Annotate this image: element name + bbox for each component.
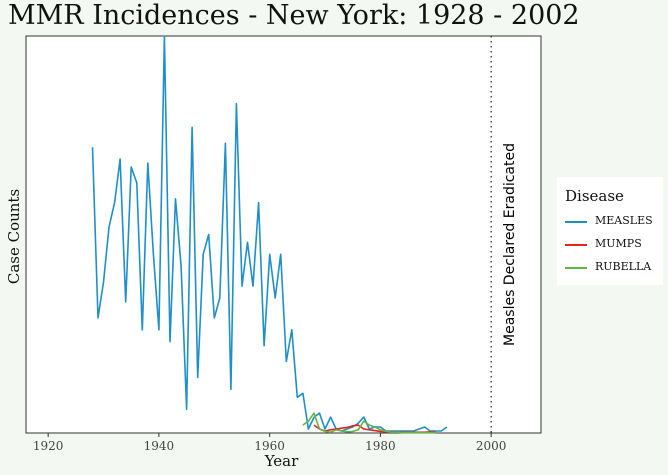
legend-key-rubella [565,267,587,269]
legend-key-measles [565,221,587,223]
eradication-annotation: Measles Declared Eradicated [502,143,518,346]
x-tick-label: 1920 [33,439,64,453]
legend-label-measles: MEASLES [595,214,653,227]
chart-title: MMR Incidences - New York: 1928 - 2002 [8,0,580,31]
legend-item-rubella: RUBELLA [565,260,665,276]
legend-title: Disease [565,187,624,205]
legend-label-rubella: RUBELLA [595,260,652,273]
x-tick-label: 2000 [476,439,507,453]
x-tick-label: 1980 [365,439,396,453]
x-axis-title: Year [264,452,299,470]
x-tick-label: 1940 [144,439,175,453]
legend-label-mumps: MUMPS [595,237,642,250]
series-line-rubella [302,412,436,434]
legend-item-measles: MEASLES [565,214,665,230]
legend-key-mumps [565,244,587,246]
y-axis-title: Case Counts [5,189,23,284]
plot-panel [25,35,542,434]
x-tick-label: 1960 [254,439,285,453]
legend: Disease MEASLES MUMPS RUBELLA [557,177,663,285]
legend-item-mumps: MUMPS [565,237,665,253]
